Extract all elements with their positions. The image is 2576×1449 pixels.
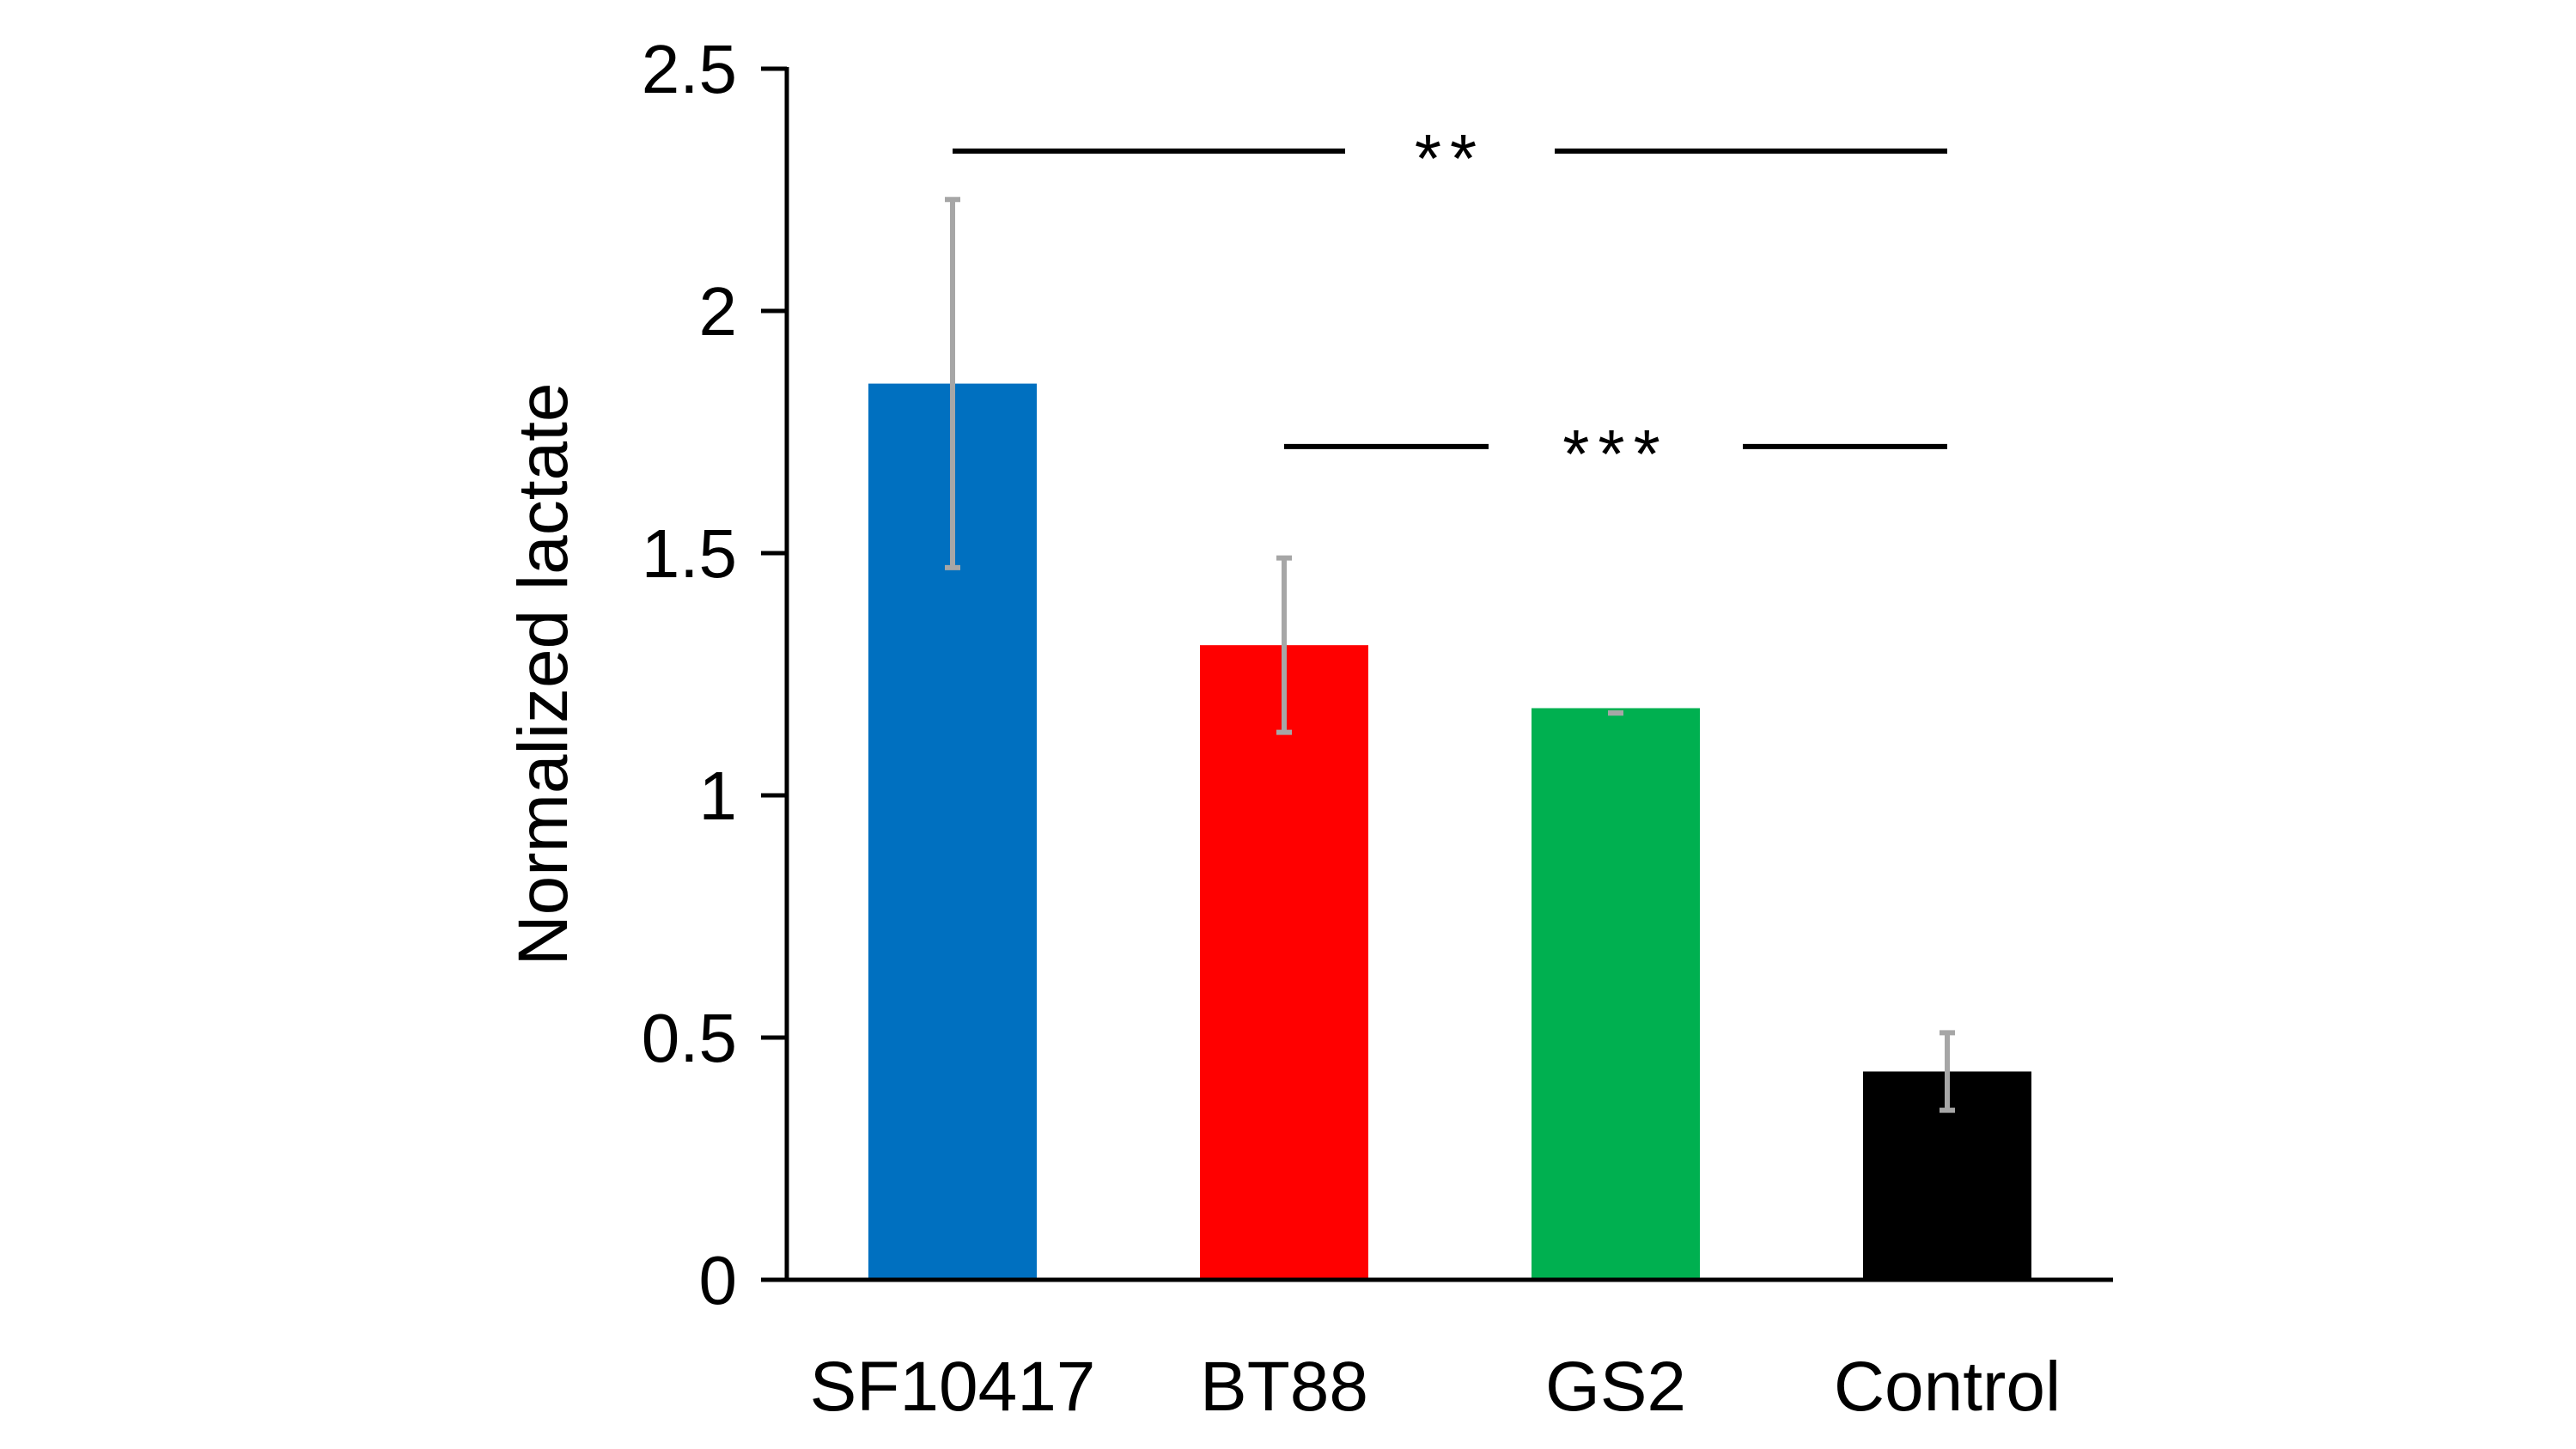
significance-label: ** [1415,120,1485,197]
y-axis-title: Normalized lactate [504,382,582,965]
y-tick-label: 0.5 [642,1000,737,1076]
significance-layer: ***** [953,120,1947,492]
error-bars-layer [945,197,1955,1113]
significance-bracket: ** [953,120,1947,197]
x-category-label: GS2 [1545,1348,1686,1426]
x-labels-layer: SF10417 BT88 GS2 Control [810,1348,2061,1426]
bars-layer [868,383,2031,1281]
x-category-label: BT88 [1200,1348,1368,1426]
y-ticks-layer: 0 0.5 1 1.5 2 2.5 [642,31,787,1318]
significance-label: *** [1562,416,1668,492]
bar-gs2 [1532,708,1700,1280]
x-category-label: Control [1834,1348,2061,1426]
x-category-label: SF10417 [810,1348,1096,1426]
bar-bt88 [1200,645,1368,1280]
y-tick-label: 2 [699,273,738,350]
y-tick-label: 1 [699,758,738,834]
error-bar-control [1940,1030,1955,1113]
axes-layer [761,67,2113,1282]
error-bar-bt88 [1276,555,1292,735]
significance-bracket: *** [1284,416,1947,492]
y-tick-label: 1.5 [642,515,737,592]
error-bar-sf10417 [945,197,960,570]
y-tick-label: 2.5 [642,31,737,107]
y-tick-label: 0 [699,1242,738,1318]
